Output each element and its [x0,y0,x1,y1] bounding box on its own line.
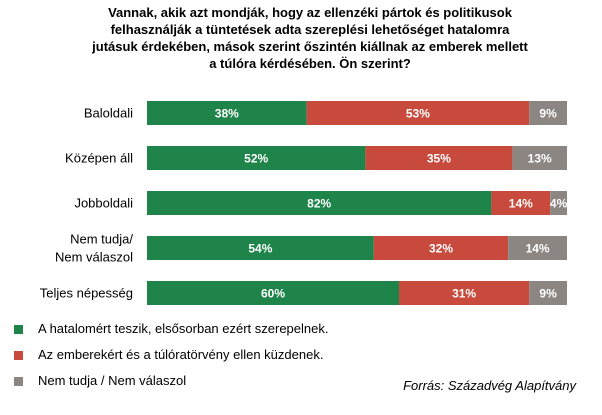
data-label: 14% [526,242,550,256]
legend-label: A hatalomért teszik, elsősorban ezért sz… [38,321,329,336]
category-label: Nem tudja/Nem válaszol [55,232,133,265]
data-label: 31% [452,287,476,301]
data-label: 54% [248,242,272,256]
category-label: Középen áll [65,151,133,166]
legend-swatch [14,351,23,360]
data-label: 35% [427,152,451,166]
category-label: Jobboldali [74,196,133,211]
data-label: 9% [539,287,557,301]
data-label: 38% [215,107,239,121]
title-line: jutásuk érdekében, mások szerint őszinté… [92,39,528,54]
bar-segment [147,236,374,260]
data-label: 82% [307,197,331,211]
bar-segment [550,191,567,215]
bar-segment [147,101,307,125]
bar-segment [529,101,567,125]
category-label: Teljes népesség [40,286,133,301]
legend-label: Az emberekért és a túlóratörvény ellen k… [38,347,324,362]
data-label: 32% [429,242,453,256]
legend-swatch [14,325,23,334]
bar-segment [508,236,567,260]
data-label: 4% [550,197,568,211]
data-label: 53% [406,107,430,121]
source-note: Forrás: Századvég Alapítvány [403,378,576,393]
bar-segment [147,281,399,305]
bar-segment [306,101,530,125]
data-label: 13% [528,152,552,166]
title-line: felhasználják a tüntetések adta szereplé… [110,22,510,37]
data-label: 9% [539,107,557,121]
category-label: Baloldali [84,106,133,121]
stacked-bar-chart: Baloldali 38% 53% 9% Középen áll 52% 35% 13% Job… [40,101,568,305]
legend-item: Az emberekért és a túlóratörvény ellen k… [14,342,594,368]
legend-label: Nem tudja / Nem válaszol [38,373,187,388]
data-label: 14% [509,197,533,211]
title-line: Vannak, akik azt mondják, hogy az ellenz… [108,5,512,20]
legend: A hatalomért teszik, elsősorban ezért sz… [14,316,594,394]
bar-segment [529,281,567,305]
legend-swatch [14,377,23,386]
bar-segment [491,191,551,215]
bar-segment [147,146,366,170]
legend-item: Nem tudja / Nem válaszol [14,368,594,394]
legend-item: A hatalomért teszik, elsősorban ezért sz… [14,316,594,342]
bar-segment [147,191,492,215]
bar-segment [512,146,567,170]
bar-segment [365,146,513,170]
data-label: 60% [261,287,285,301]
title-line: a túlóra kérdésében. Ön szerint? [209,56,411,71]
data-label: 52% [244,152,268,166]
bar-segment [399,281,530,305]
chart-title: Vannak, akik azt mondják, hogy az ellenz… [40,4,580,72]
bar-segment [373,236,509,260]
